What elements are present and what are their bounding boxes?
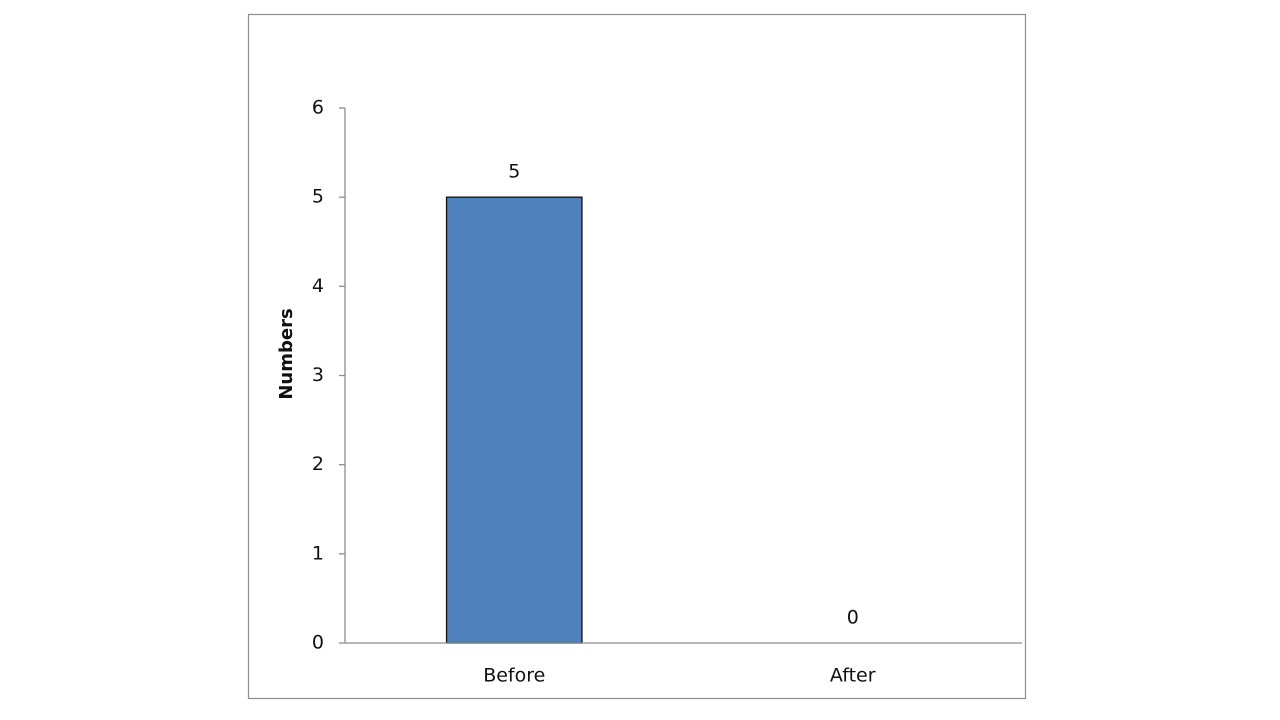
bar — [445, 196, 583, 644]
y-tick-label: 4 — [312, 275, 324, 297]
x-tick-label: After — [830, 665, 876, 687]
y-tick-label: 3 — [312, 364, 324, 386]
data-label: 0 — [847, 607, 859, 629]
y-tick-label: 1 — [312, 542, 324, 564]
data-label: 5 — [508, 161, 520, 183]
y-tick-label: 0 — [312, 632, 324, 654]
y-axis-label: Numbers — [276, 308, 297, 399]
y-tick-label: 5 — [312, 186, 324, 208]
y-tick-label: 6 — [312, 97, 324, 119]
y-tick-label: 2 — [312, 453, 324, 475]
x-tick-label: Before — [483, 665, 545, 687]
chart-frame — [247, 13, 1027, 700]
